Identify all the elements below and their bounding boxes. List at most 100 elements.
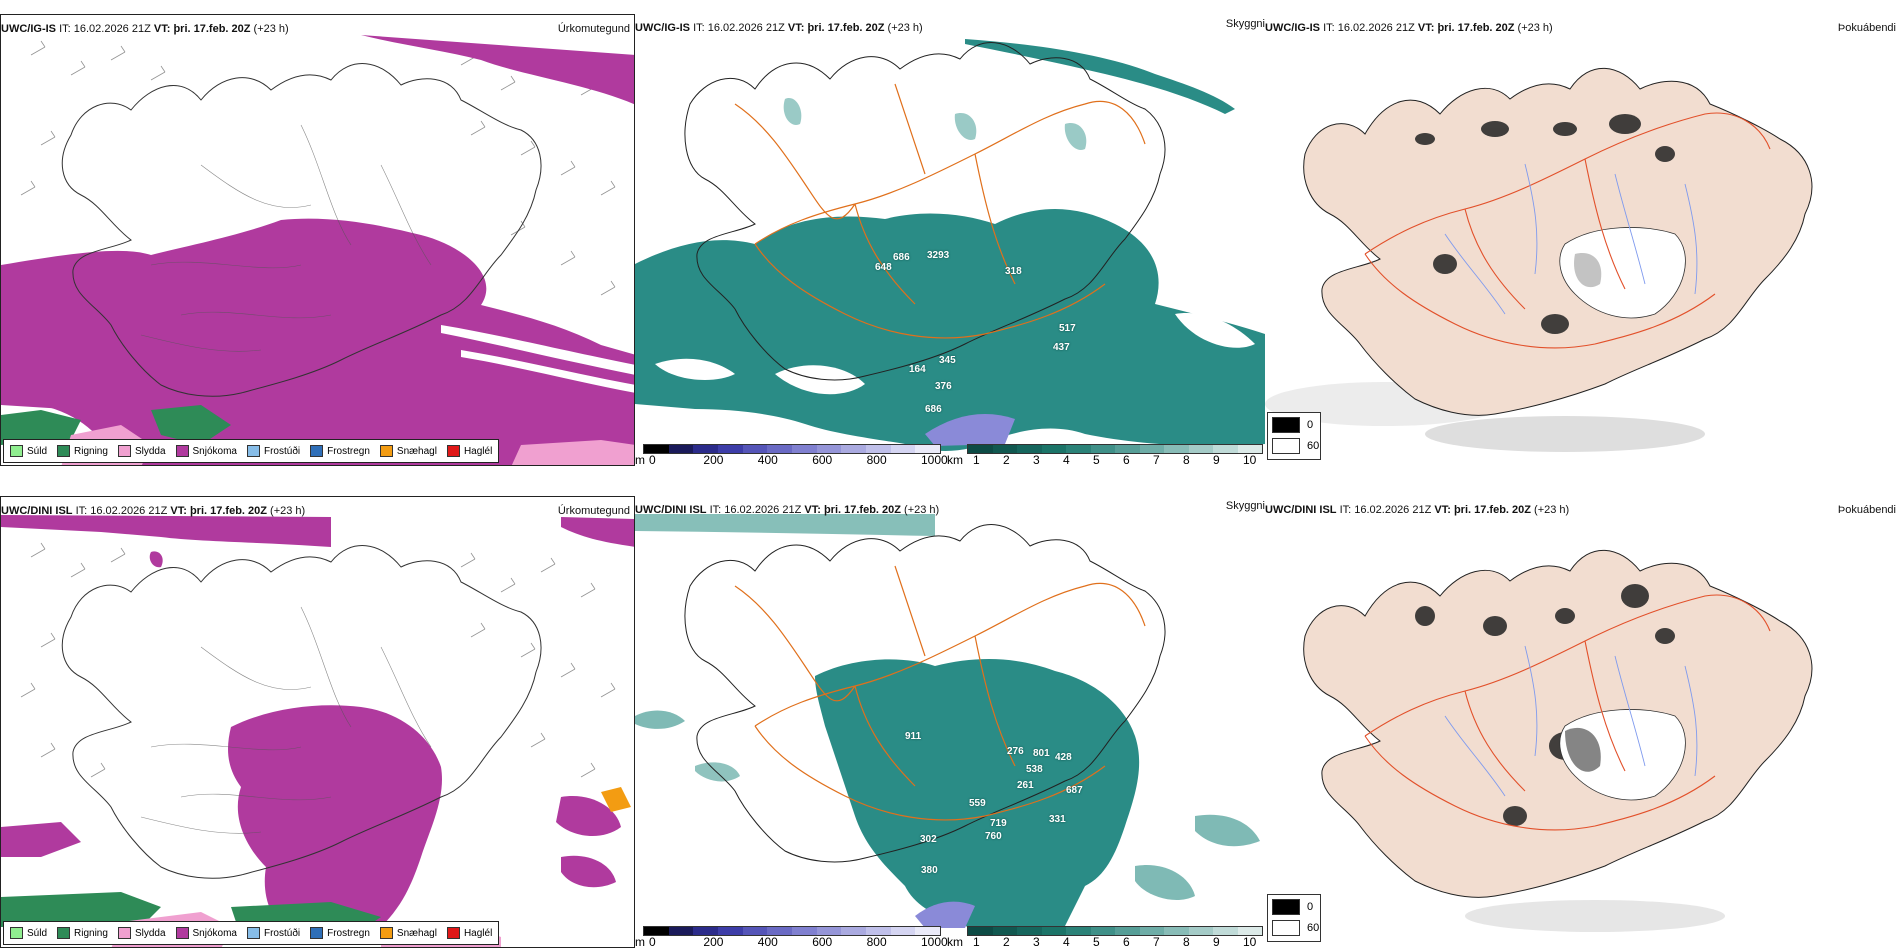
precip-legend-item: Frostúði [246,445,301,457]
colorbar-segment [992,445,1017,453]
precip-type-map [1,35,634,465]
elevation-colorbar: m 0 200 400 600 800 1000 [635,444,948,466]
precip-legend: Súld Rigning Slydda Snjókoma Frostúði Frostre… [3,439,500,463]
legend-swatch [10,445,23,457]
iceland-outline [61,545,542,879]
legend-swatch [446,927,460,939]
colorbar-segment [1041,927,1066,935]
vis-value-label: 719 [990,818,1007,829]
roads [734,83,1146,339]
fog-legend-value: 60 [1307,922,1320,934]
colorbar-segment [1237,445,1262,453]
legend-label: Slydda [134,927,166,939]
vis-tick: 2 [1003,935,1010,948]
precip-legend-item: Rigning [57,927,108,939]
colorbar-segment [1213,927,1238,935]
vis-value-label: 686 [893,252,910,263]
vis-value-label: 428 [1055,752,1072,763]
vis-tick: 5 [1093,935,1100,948]
snow-area [1,218,634,465]
colorbar-segment [1115,445,1140,453]
colorbar-segment [718,445,743,453]
elev-tick: 0 [649,453,656,466]
colorbar-segment [1164,445,1189,453]
legend-swatch [117,445,131,457]
visibility-map [635,39,1265,451]
elev-tick: 200 [703,935,724,948]
legend-swatch [246,927,260,939]
vis-value-label: 318 [1005,266,1022,277]
legend-swatch [246,445,260,457]
fog-legend-swatch [1272,899,1300,915]
vis-value-label: 437 [1053,342,1070,353]
colorbar-segment [1090,927,1115,935]
precip-legend-item: Snjókoma [175,927,237,939]
elev-tick: 800 [866,453,887,466]
vis-value-label: 801 [1033,748,1050,759]
vis-value-label: 3293 [927,250,950,261]
precip-legend: Súld Rigning Slydda Snjókoma Frostúði Frostre… [3,921,500,945]
colorbar-segment [1188,445,1213,453]
iceland-outline [684,42,1166,381]
fog-map [1265,67,1813,452]
visibility-title-row2: UWC/DINI ISL IT: 16.02.2026 21Z VT: þri.… [635,504,940,516]
fog-rivers [1444,163,1698,315]
legend-swatch [310,927,324,939]
precip-legend-item: Frostúði [246,927,300,939]
legend-label: Haglél [463,445,493,457]
legend-label: Súld [27,927,48,939]
fog-label: Þokuábendi [1837,22,1896,34]
colorbar-segment [968,445,993,453]
colorbar-segment [718,927,743,935]
vis-tick: 4 [1063,935,1070,948]
legend-swatch [57,927,71,939]
precip-title-row1: UWC/IG-IS IT: 16.02.2026 21Z VT: þri. 17… [1,23,289,35]
vis-tick: 3 [1033,935,1040,948]
vis-tick: 9 [1213,935,1220,948]
vis-value-label: 911 [905,731,922,742]
precip-title-row2: UWC/DINI ISL IT: 16.02.2026 21Z VT: þri.… [1,505,306,517]
legend-label: Rigning [74,445,108,457]
precip-type-label: Úrkomutegund [557,23,630,35]
legend-label: Snæhagl [396,927,437,939]
vis-tick: 3 [1033,453,1040,466]
vis-value-label: 345 [939,355,956,366]
visibility-label: Skyggni [1225,500,1265,512]
colorbar-segment [1164,927,1189,935]
colorbar-segment [742,445,768,453]
vis-value-label: 687 [1066,785,1083,796]
elev-unit: m [635,453,645,466]
vis-value-label: 686 [925,404,942,415]
fog-label: Þokuábendi [1837,504,1896,516]
low-visibility-area [815,659,1140,934]
fog-legend-swatch [1272,417,1300,433]
roads [734,565,1146,821]
colorbar-segment [841,445,867,453]
vis-tick: 9 [1213,453,1220,466]
iceland-land [1303,67,1813,416]
colorbar-segment [792,927,817,935]
colorbar-segment [816,445,842,453]
fog-legend-value: 0 [1307,419,1314,431]
vis-value-label: 376 [935,381,952,392]
vis-tick: 6 [1123,453,1130,466]
legend-label: Rigning [74,927,108,939]
colorbar-segment [693,927,719,935]
legend-swatch [379,445,393,457]
colorbar-segment [1115,927,1140,935]
visibility-title-row1: UWC/IG-IS IT: 16.02.2026 21Z VT: þri. 17… [635,22,923,34]
legend-label: Frostúði [263,445,301,457]
colorbar-segment [1066,445,1091,453]
colorbar-segment [866,927,891,935]
elev-tick: 800 [866,935,887,948]
vis-tick: 8 [1183,453,1190,466]
colorbar-segment [890,927,916,935]
iceland-outline [61,63,542,397]
colorbar-segment [1213,445,1238,453]
precip-legend-item: Haglél [446,445,493,457]
elev-tick: 400 [757,935,778,948]
fog-map [1303,549,1813,932]
precip-legend-item: Snæhagl [379,927,437,939]
vis-value-label: 164 [909,364,926,375]
legend-label: Haglél [463,927,493,939]
